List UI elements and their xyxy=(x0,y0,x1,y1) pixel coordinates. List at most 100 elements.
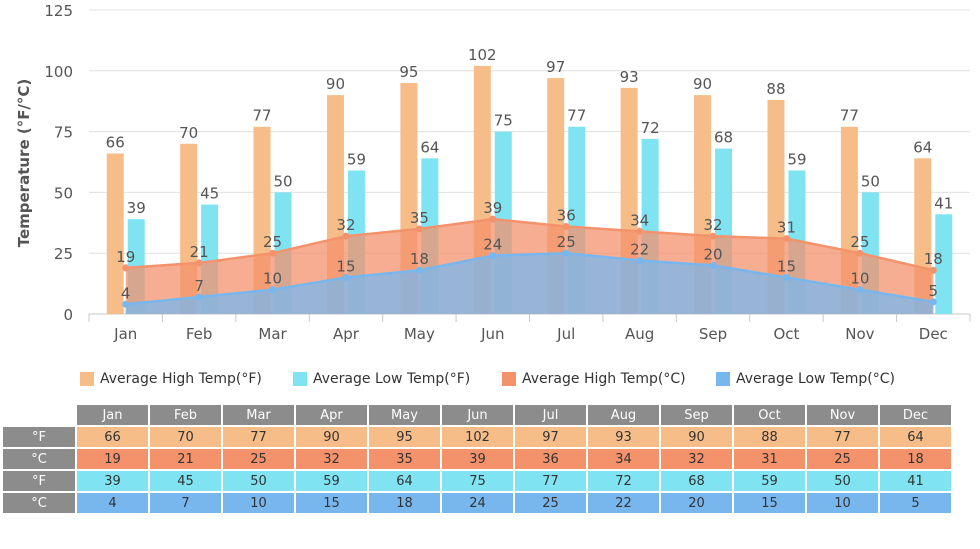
table-cell: 35 xyxy=(367,447,442,471)
area-line xyxy=(125,251,934,306)
data-label: 25 xyxy=(557,233,576,251)
table-cell: 34 xyxy=(586,447,661,471)
legend-label: Average Low Temp(°F) xyxy=(313,371,471,387)
table-month-header: Mar xyxy=(221,403,296,427)
table-cell: 75 xyxy=(440,469,515,493)
table-cell: 25 xyxy=(513,491,588,515)
data-label: 34 xyxy=(630,211,649,229)
data-label: 75 xyxy=(494,112,513,130)
data-point xyxy=(636,256,644,264)
data-label: 4 xyxy=(121,284,131,302)
table-cell: 18 xyxy=(367,491,442,515)
data-label: 77 xyxy=(252,107,271,125)
legend-item[interactable]: Average Low Temp(°C) xyxy=(716,368,916,390)
table-row: °F 39 45 50 59 64 75 77 72 68 59 50 41 xyxy=(1,469,953,493)
data-label: 102 xyxy=(468,46,497,64)
data-point xyxy=(269,249,277,257)
table-cell: 93 xyxy=(586,425,661,449)
y-tick-label: 0 xyxy=(63,306,73,324)
data-label: 41 xyxy=(934,194,953,212)
legend-label: Average High Temp(°C) xyxy=(522,371,686,387)
data-point xyxy=(562,249,570,257)
y-axis-ticks: 0 25 50 75 100 125 xyxy=(44,2,73,324)
data-point xyxy=(489,252,497,260)
data-label: 32 xyxy=(703,216,722,234)
table-row-label: °F xyxy=(1,425,77,449)
table-cell: 10 xyxy=(221,491,296,515)
table-cell: 77 xyxy=(805,425,880,449)
data-point xyxy=(415,266,423,274)
data-label: 90 xyxy=(326,75,345,93)
table-month-header: May xyxy=(367,403,442,427)
table-corner xyxy=(1,403,77,427)
table-month-header: Aug xyxy=(586,403,661,427)
table-cell: 5 xyxy=(878,491,953,515)
data-label: 36 xyxy=(557,206,576,224)
legend-swatch xyxy=(716,372,730,386)
table-cell: 45 xyxy=(148,469,223,493)
data-point xyxy=(782,235,790,243)
data-label: 59 xyxy=(347,151,366,169)
table-cell: 36 xyxy=(513,447,588,471)
table-cell: 66 xyxy=(75,425,150,449)
data-label: 66 xyxy=(106,133,125,151)
table-month-header: Feb xyxy=(148,403,223,427)
data-label: 32 xyxy=(336,216,355,234)
data-point xyxy=(782,274,790,282)
area-series xyxy=(122,215,937,314)
data-label: 18 xyxy=(410,250,429,268)
table-month-header: Dec xyxy=(878,403,953,427)
x-tick-label: Nov xyxy=(845,325,874,343)
data-label: 88 xyxy=(766,80,785,98)
table-cell: 7 xyxy=(148,491,223,515)
legend-label: Average High Temp(°F) xyxy=(100,371,262,387)
table-row: °C 4 7 10 15 18 24 25 22 20 15 10 5 xyxy=(1,491,953,515)
data-label: 68 xyxy=(714,129,733,147)
table-cell: 88 xyxy=(732,425,807,449)
x-tick-label: Aug xyxy=(625,325,654,343)
data-label: 90 xyxy=(693,75,712,93)
x-tick-label: Jun xyxy=(480,325,504,343)
table-cell: 25 xyxy=(221,447,296,471)
data-point xyxy=(709,232,717,240)
data-point xyxy=(195,259,203,267)
data-label: 64 xyxy=(913,138,932,156)
data-label: 19 xyxy=(116,248,135,266)
legend-item[interactable]: Average Low Temp(°F) xyxy=(293,368,502,390)
legend-swatch xyxy=(80,372,94,386)
table-cell: 22 xyxy=(586,491,661,515)
x-tick-label: Jul xyxy=(556,325,575,343)
data-label: 24 xyxy=(483,236,502,254)
table-row-label: °F xyxy=(1,469,77,493)
x-tick-label: Mar xyxy=(258,325,287,343)
table-month-header: Nov xyxy=(805,403,880,427)
data-label: 72 xyxy=(641,119,660,137)
table-month-header: Oct xyxy=(732,403,807,427)
table-cell: 41 xyxy=(878,469,953,493)
data-label: 64 xyxy=(420,138,439,156)
data-point xyxy=(489,215,497,223)
data-point xyxy=(856,286,864,294)
table-cell: 77 xyxy=(221,425,296,449)
y-tick-label: 25 xyxy=(54,245,73,263)
table-cell: 18 xyxy=(878,447,953,471)
data-label: 21 xyxy=(190,243,209,261)
data-label: 22 xyxy=(630,240,649,258)
legend-item[interactable]: Average High Temp(°F) xyxy=(80,368,293,390)
table-cell: 64 xyxy=(878,425,953,449)
y-tick-label: 125 xyxy=(44,2,73,20)
table-cell: 32 xyxy=(294,447,369,471)
table-cell: 50 xyxy=(805,469,880,493)
legend-item[interactable]: Average High Temp(°C) xyxy=(502,368,716,390)
table-cell: 21 xyxy=(148,447,223,471)
table-cell: 31 xyxy=(732,447,807,471)
table-cell: 19 xyxy=(75,447,150,471)
data-point xyxy=(929,266,937,274)
table-row-label: °C xyxy=(1,447,77,471)
x-tick-label: Apr xyxy=(333,325,360,343)
data-point xyxy=(562,222,570,230)
data-label: 70 xyxy=(179,124,198,142)
data-table: Jan Feb Mar Apr May Jun Jul Aug Sep Oct Nov Dec °F 66… xyxy=(1,403,953,515)
table-cell: 90 xyxy=(659,425,734,449)
data-label: 31 xyxy=(777,219,796,237)
